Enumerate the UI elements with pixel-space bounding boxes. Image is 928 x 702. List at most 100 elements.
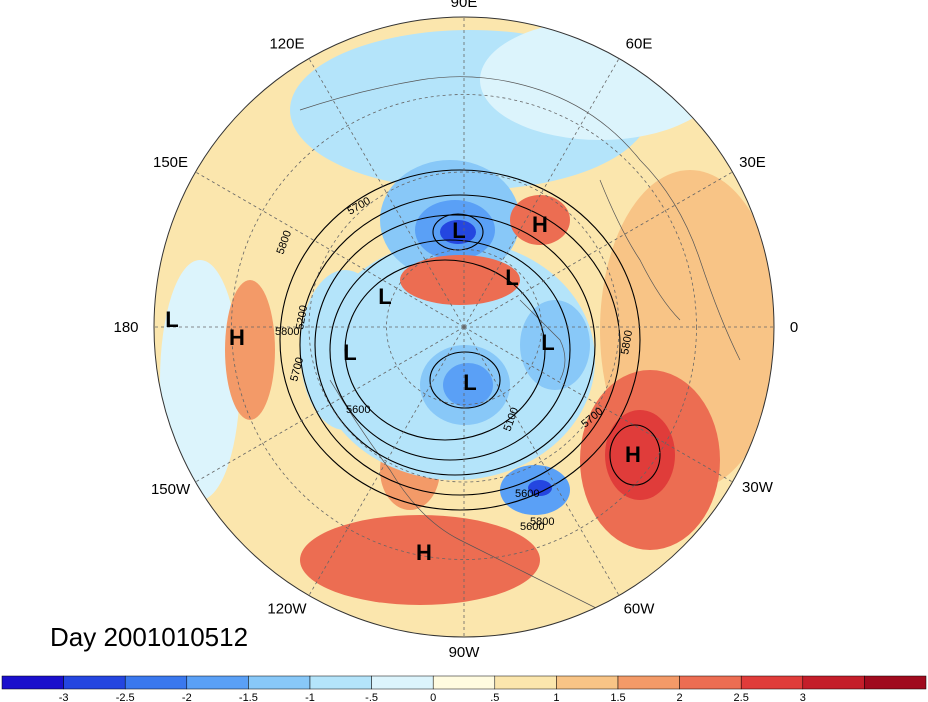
meridian-line (463, 326, 620, 596)
low-pressure-marker: L (452, 218, 465, 243)
low-pressure-marker: L (463, 370, 476, 395)
field-coldest-atlantic (528, 480, 552, 496)
contour-label: 5600 (520, 521, 544, 533)
field-colder-core (443, 363, 493, 407)
latitude-ring (308, 171, 620, 483)
colorbar-tick-label: -1 (305, 692, 315, 702)
colorbar-tick-label: -2 (182, 692, 192, 702)
coastline-asia (299, 76, 741, 361)
colorbar-swatch (186, 675, 249, 690)
colorbar-swatch (679, 675, 742, 690)
colorbar: -3 -2.5 -2 -1.5 -1 -.5 0 .5 1 1.5 2 2.5 3 (1, 675, 927, 702)
colorbar-swatch (124, 675, 188, 690)
longitude-label: 0 (790, 319, 798, 336)
colorbar-tick-label: 0 (430, 692, 436, 702)
contour-ring (329, 239, 571, 461)
colorbar-swatch (248, 675, 311, 690)
meridian-line (463, 326, 733, 483)
longitude-label: 90E (451, 0, 478, 11)
field-coldest-siberia (440, 220, 476, 244)
contour-ring (609, 424, 661, 486)
contour-label: 5800 (275, 326, 299, 338)
field-cool-europe (520, 300, 590, 390)
colorbar-swatch (864, 675, 927, 690)
coastline-namerica (329, 379, 621, 621)
colorbar-tick-label: 2.5 (734, 692, 749, 702)
coastline-greenland (519, 299, 566, 381)
pressure-system-markers: L H L L L L L H H H L (165, 212, 641, 565)
low-pressure-marker: L (343, 340, 356, 365)
contour-label: 5800 (619, 329, 635, 355)
field-neutral-north (480, 20, 720, 140)
colorbar-tick-label: 1 (553, 692, 559, 702)
meridian-line (463, 171, 733, 328)
meridian-line (308, 326, 465, 596)
contour-ring (429, 351, 501, 409)
field-very-hot-atlantic (605, 410, 675, 500)
high-pressure-marker: H (532, 212, 548, 237)
high-pressure-marker: H (416, 540, 432, 565)
colorbar-tick-label: 2 (677, 692, 683, 702)
contour-ring (344, 259, 546, 441)
longitude-label: 150W (151, 481, 191, 498)
lat-lon-grid (154, 17, 774, 637)
low-pressure-marker: L (378, 284, 391, 309)
longitude-label: 30W (742, 479, 774, 496)
field-cool-west (160, 260, 240, 500)
contour-ring (314, 214, 596, 476)
field-hot-arctic (400, 255, 520, 305)
low-pressure-marker: L (541, 330, 554, 355)
high-pressure-marker: H (229, 325, 245, 350)
high-pressure-marker: H (625, 442, 641, 467)
low-pressure-marker: L (505, 265, 518, 290)
longitude-label: 60E (626, 36, 653, 53)
colorbar-swatch (371, 675, 434, 690)
longitude-label: 150E (153, 154, 188, 171)
colorbar-tick-label: -2.5 (116, 692, 135, 702)
colorbar-swatch (432, 675, 496, 690)
colorbar-tick-label: 3 (800, 692, 806, 702)
low-pressure-marker: L (165, 307, 178, 332)
meridian-line (195, 171, 465, 328)
colorbar-tick-label: .5 (490, 692, 499, 702)
longitude-label: 120W (267, 600, 307, 617)
contour-label: 5200 (294, 304, 310, 330)
contour-label: 5800 (530, 516, 554, 528)
longitude-label: 60W (624, 600, 656, 617)
colorbar-swatch (556, 675, 619, 690)
meridian-line (463, 58, 620, 328)
meridian-line (195, 326, 465, 483)
colorbar-tick-label: -1.5 (239, 692, 258, 702)
meridian-line (308, 58, 465, 328)
colorbar-swatch (617, 675, 680, 690)
field-warm-pacific (225, 280, 275, 420)
longitude-label: 120E (269, 36, 304, 53)
contour-label: 5600 (346, 404, 370, 416)
height-contours (279, 169, 661, 511)
field-hot-pacific (300, 515, 540, 605)
longitude-label: 30E (739, 154, 766, 171)
coastlines (299, 76, 741, 621)
contour-label: 5600 (515, 488, 539, 500)
map-boundary (153, 16, 775, 638)
colorbar-tick-label: 1.5 (610, 692, 625, 702)
colorbar-swatch (802, 675, 865, 690)
contour-ring (279, 169, 641, 511)
colorbar-swatch (1, 675, 64, 690)
contour-ring (299, 194, 621, 496)
coastline-europe (599, 179, 681, 321)
longitude-label: 180 (113, 319, 138, 336)
colorbar-swatch (309, 675, 372, 690)
colorbar-tick-label: -.5 (365, 692, 378, 702)
colorbar-swatch (494, 675, 557, 690)
day-label: Day 2001010512 (50, 622, 248, 652)
contour-ring (432, 213, 484, 251)
latitude-ring (231, 94, 697, 560)
colorbar-swatch (740, 675, 804, 690)
longitude-labels: 90E 60E 30E 0 30W 60W 90W 120W 150W 180 150E 120E (113, 0, 798, 661)
colorbar-swatch (63, 675, 126, 690)
colorbar-tick-label: -3 (59, 692, 69, 702)
latitude-ring (386, 249, 542, 405)
